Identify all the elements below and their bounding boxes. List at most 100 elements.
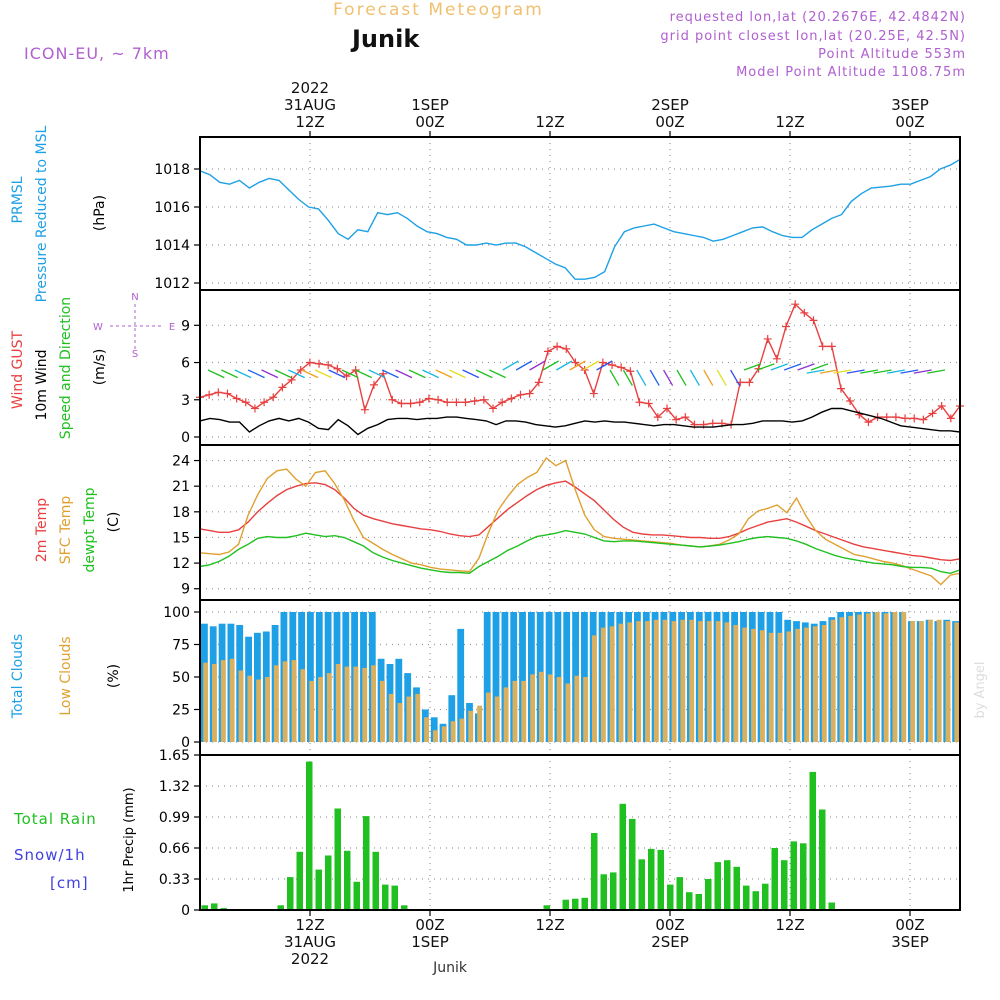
wind-direction-arrow xyxy=(328,369,346,379)
low-cloud-bar xyxy=(512,680,518,742)
rain-bar xyxy=(344,850,351,910)
y-tick-label: 0 xyxy=(181,430,190,446)
rain-bar xyxy=(648,848,655,910)
wind-direction-arrow xyxy=(234,369,252,379)
rain-bar xyxy=(315,869,322,910)
rain-bar xyxy=(724,860,731,910)
gust-marker xyxy=(653,413,662,422)
low-cloud-bar xyxy=(919,621,924,742)
low-cloud-bar xyxy=(335,664,341,742)
gust-marker xyxy=(617,363,626,372)
x-tick-label-top: 12Z xyxy=(295,113,324,131)
pressure-line xyxy=(199,158,961,280)
wind-direction-arrow xyxy=(636,369,647,386)
low-cloud-bar xyxy=(318,677,323,742)
low-cloud-bar xyxy=(874,612,880,742)
gust-marker xyxy=(543,347,552,356)
x-tick-label-bottom: 2SEP xyxy=(651,933,689,951)
temp-unit: (C) xyxy=(106,512,122,533)
gust-marker xyxy=(928,409,937,418)
low-cloud-bar xyxy=(583,677,589,742)
gust-marker xyxy=(919,415,928,424)
chart-title: Forecast Meteogram xyxy=(333,0,544,20)
total-cloud-bar xyxy=(307,612,314,742)
rain-bar xyxy=(306,761,313,910)
wind-direction-arrow xyxy=(368,369,386,379)
y-tick-label: 12 xyxy=(172,556,190,572)
panel-frame xyxy=(199,754,961,911)
low-cloud-bar xyxy=(539,671,544,742)
rain-bar xyxy=(790,841,797,910)
wind-direction-arrow xyxy=(860,369,879,374)
x-tick-label-bottom: 2022 xyxy=(291,950,329,968)
x-tick-label-bottom: 00Z xyxy=(895,916,924,934)
wind-direction-arrow xyxy=(810,363,829,371)
low-cloud-bar xyxy=(388,693,394,742)
low-cloud-bar xyxy=(777,632,783,742)
wind-direction-arrow xyxy=(596,360,613,371)
rain-bar xyxy=(287,877,294,910)
rain-bar xyxy=(562,899,569,910)
low-cloud-bar xyxy=(883,613,889,742)
gust-marker xyxy=(763,334,772,343)
gust-marker xyxy=(406,399,415,408)
gust-marker xyxy=(397,399,406,408)
gust-marker xyxy=(791,300,800,309)
low-cloud-bar xyxy=(326,673,332,742)
rain-bar xyxy=(382,884,389,910)
gust-marker xyxy=(891,413,900,422)
y-tick-label: 1.32 xyxy=(159,779,190,795)
gust-marker xyxy=(232,394,241,403)
low-cloud-bar xyxy=(848,615,854,742)
y-tick-label: 1.65 xyxy=(159,748,190,764)
gust-marker xyxy=(681,413,690,422)
temp-2m-line xyxy=(199,480,961,562)
total-cloud-bar xyxy=(563,612,571,742)
x-tick-label-bottom: 00Z xyxy=(655,916,684,934)
low-cloud-bar xyxy=(830,619,836,742)
gust-marker xyxy=(598,358,607,367)
low-cloud-bar xyxy=(653,619,659,742)
y-tick-label: 1012 xyxy=(154,276,190,292)
gust-marker xyxy=(745,378,754,387)
low-cloud-bar xyxy=(397,703,403,742)
gust-marker xyxy=(260,398,269,407)
wind-direction-arrow xyxy=(819,369,838,374)
low-cloud-bar xyxy=(927,619,933,742)
low-cloud-bar xyxy=(433,730,438,742)
low-cloud-bar xyxy=(662,619,668,742)
gust-marker xyxy=(910,414,919,423)
gust-marker xyxy=(250,404,259,413)
low-cloud-bar xyxy=(247,675,253,742)
x-tick-label-top: 1SEP xyxy=(411,96,449,114)
low-cloud-bar xyxy=(954,622,960,742)
clouds-label-2: Low Clouds xyxy=(58,636,74,715)
wind-direction-arrow xyxy=(743,363,762,371)
wind-direction-arrow xyxy=(247,369,265,379)
low-cloud-bar xyxy=(901,612,907,742)
y-tick-label: 75 xyxy=(172,638,190,654)
wind-direction-arrow xyxy=(873,369,892,374)
grid-point-coords: grid point closest lon,lat (20.25E, 42.5… xyxy=(660,29,966,44)
x-tick-label-bottom: 12Z xyxy=(775,916,804,934)
footer-location: Junik xyxy=(432,960,468,976)
precip-unit: 1hr Precip (mm) xyxy=(122,787,137,892)
y-tick-label: 9 xyxy=(181,582,190,598)
rain-bar xyxy=(401,905,408,910)
low-cloud-bar xyxy=(556,677,562,742)
wind-direction-arrow xyxy=(783,363,802,371)
wind-label-2: 10m Wind xyxy=(34,349,50,420)
gust-marker xyxy=(489,404,498,413)
pressure-unit: (hPa) xyxy=(92,195,108,231)
x-tick-label-top: 3SEP xyxy=(891,96,929,114)
rain-bar xyxy=(819,809,826,910)
gust-marker xyxy=(507,394,516,403)
low-cloud-bar xyxy=(353,666,359,742)
rain-bar xyxy=(391,885,398,910)
low-cloud-bar xyxy=(380,680,385,742)
rain-bar xyxy=(809,771,816,910)
y-tick-label: 15 xyxy=(172,530,190,546)
gust-marker xyxy=(470,397,479,406)
rain-bar xyxy=(277,905,284,910)
gust-marker xyxy=(818,342,827,351)
